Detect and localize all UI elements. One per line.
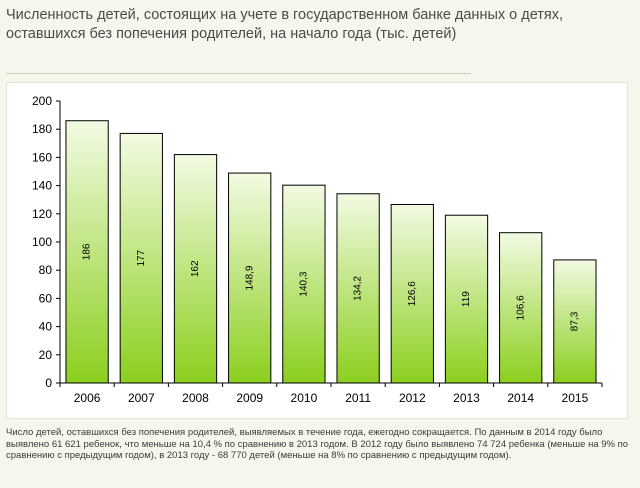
x-tick-label: 2009: [236, 391, 263, 405]
y-axis: 0 20 40 60 80 100 120 140 160 180 200: [32, 94, 61, 390]
y-tick-label: 120: [32, 207, 52, 221]
bar-2007: [119, 132, 163, 384]
y-tick-label: 160: [32, 150, 52, 164]
data-labels: 186 177 162 148,9 140,3 134,2 126,6 119 106,6 87,…: [82, 243, 581, 331]
y-tick-label: 140: [32, 179, 52, 193]
y-tick-label: 40: [39, 320, 53, 334]
x-tick-label: 2010: [291, 391, 318, 405]
bar-2012: [390, 203, 434, 384]
bar-2006: [65, 120, 109, 384]
x-tick-label: 2013: [453, 391, 480, 405]
title-divider: [6, 73, 471, 74]
data-label-2011: 134,2: [353, 275, 364, 300]
data-label-2012: 126,6: [407, 281, 418, 306]
data-label-2009: 148,9: [244, 265, 255, 290]
x-tick-label: 2014: [507, 391, 534, 405]
x-tick-label: 2007: [128, 391, 155, 405]
x-tick-label: 2012: [399, 391, 426, 405]
y-tick-label: 200: [32, 94, 52, 108]
bar-2015: [553, 259, 597, 384]
bar-2010: [282, 184, 326, 384]
x-axis: 2006 2007 2008 2009 2010 2011 2012 2013 2014 2015: [59, 382, 603, 405]
data-label-2006: 186: [82, 243, 93, 260]
footnote-text: Число детей, оставшихся без попечения ро…: [6, 427, 629, 462]
data-label-2015: 87,3: [570, 311, 581, 331]
bar-2013: [444, 214, 489, 384]
y-tick-label: 20: [39, 348, 53, 362]
y-tick-label: 60: [39, 291, 53, 305]
x-tick-label: 2006: [74, 391, 101, 405]
bar-chart: 0 20 40 60 80 100 120 140 160 180 200 2006 2007 2008…: [32, 94, 603, 405]
bar-2014: [499, 232, 543, 384]
bar-2011: [336, 193, 380, 384]
y-tick-label: 0: [45, 376, 52, 390]
x-tick-label: 2011: [345, 391, 371, 405]
data-label-2010: 140,3: [299, 271, 310, 296]
x-tick-label: 2008: [182, 391, 209, 405]
chart-panel: 0 20 40 60 80 100 120 140 160 180 200 2006 2007 2008…: [6, 82, 628, 419]
bars: [65, 120, 597, 384]
bar-2008: [173, 154, 218, 384]
chart-title: Численность детей, состоящих на учете в …: [6, 7, 564, 42]
y-tick-label: 180: [32, 122, 52, 136]
data-label-2007: 177: [136, 249, 147, 266]
y-tick-label: 100: [32, 235, 52, 249]
data-label-2008: 162: [190, 260, 201, 277]
y-tick-label: 80: [39, 263, 53, 277]
bar-2009: [228, 172, 272, 384]
data-label-2014: 106,6: [515, 295, 526, 320]
x-tick-label: 2015: [562, 391, 589, 405]
data-label-2013: 119: [461, 291, 472, 307]
